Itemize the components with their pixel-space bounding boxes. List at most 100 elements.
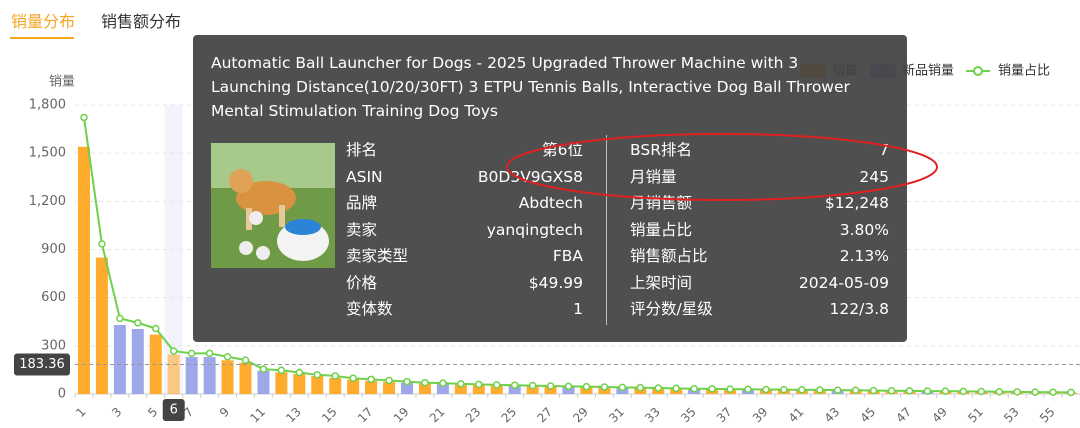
line-point (744, 385, 752, 394)
line-point (780, 385, 788, 394)
pointer-x-label: 6 (170, 403, 178, 418)
tooltip-key: ASIN (346, 167, 383, 186)
x-tick-label: 53 (1001, 405, 1022, 426)
tooltip-value: B0D3V9GXS8 (477, 167, 583, 186)
line-point (421, 378, 429, 387)
tooltip-row: 销售额占比 2.13% (630, 243, 889, 269)
tooltip-row: 上架时间 2024-05-09 (630, 270, 889, 296)
pointer-y-box (14, 353, 70, 376)
bar (221, 360, 234, 394)
x-tick-label: 47 (893, 405, 914, 426)
line-point (1067, 388, 1075, 397)
tab-underline (10, 37, 74, 39)
x-tick-label: 9 (217, 405, 232, 420)
bar (77, 146, 90, 394)
tooltip-row: 卖家类型 FBA (346, 243, 583, 269)
line-point (690, 384, 698, 393)
tooltip-value: 2.13% (839, 247, 889, 265)
tooltip-title: Automatic Ball Launcher for Dogs - 2025 … (211, 54, 850, 120)
line-point (205, 349, 214, 358)
x-tick-label: 51 (965, 405, 986, 426)
y-tick-label: 1,200 (29, 194, 66, 209)
bar (347, 379, 360, 394)
tooltip-key: BSR排名 (630, 141, 692, 159)
bar (562, 386, 575, 394)
line-point (187, 349, 196, 358)
tooltip-row: BSR排名 7 (630, 137, 889, 163)
product-image (211, 143, 335, 268)
bar (508, 385, 521, 394)
tooltip-row: 卖家 yanqingtech (346, 217, 583, 243)
line-point (510, 381, 519, 389)
tooltip-key: 月销售额 (630, 194, 693, 212)
tooltip-key: 卖家类型 (346, 247, 409, 265)
tooltip-key: 变体数 (346, 300, 393, 318)
x-tick-label: 45 (858, 405, 879, 426)
line-point (331, 372, 339, 380)
x-tick-label: 43 (822, 405, 843, 426)
divider (606, 135, 607, 325)
line-point (313, 371, 322, 379)
x-tick-label: 31 (606, 405, 627, 426)
x-tick-label: 39 (750, 405, 771, 426)
bar (203, 357, 216, 394)
line-point (600, 383, 609, 391)
tooltip-value: $12,248 (824, 194, 889, 212)
x-tick-label: 15 (319, 405, 340, 426)
line-point (457, 380, 465, 388)
line-point (833, 386, 842, 394)
pointer-x-box (162, 399, 185, 421)
line-point (798, 386, 806, 394)
y-tick-label: 0 (58, 387, 66, 402)
line-point (403, 377, 411, 386)
bar (131, 328, 144, 394)
bar (436, 384, 449, 394)
tab[interactable]: 销售额分布 (101, 12, 182, 31)
y-tick-label: 900 (41, 242, 66, 257)
tooltip: Automatic Ball Launcher for Dogs - 2025 … (193, 35, 907, 342)
x-tick-label: 49 (929, 405, 950, 426)
x-tick-label: 55 (1037, 405, 1058, 426)
legend-point (973, 66, 984, 76)
line-point (1049, 388, 1057, 396)
tab-active[interactable]: 销量分布 (11, 12, 76, 31)
line-point (475, 380, 483, 389)
tooltip-value: $49.99 (528, 273, 583, 292)
x-tick-label: 35 (678, 405, 699, 426)
legend-label: 新品销量 (902, 63, 954, 79)
tooltip-row: 品牌 Abdtech (346, 190, 583, 216)
bar (275, 372, 288, 394)
line-point (941, 387, 950, 395)
tooltip-key: 卖家 (346, 220, 378, 239)
tooltip-key: 销量占比 (630, 220, 693, 239)
line-point (762, 385, 770, 394)
line-point (169, 347, 178, 355)
bar (329, 377, 342, 394)
y-tick-label: 1,800 (29, 98, 66, 113)
x-tick-label: 37 (714, 405, 735, 426)
x-tick-label: 29 (570, 405, 591, 426)
x-tick-label: 41 (786, 405, 807, 426)
line-point (1013, 388, 1021, 396)
tooltip-value: 245 (859, 167, 889, 186)
x-tick-label: 13 (283, 405, 304, 426)
bar (454, 384, 467, 394)
x-tick-label: 33 (642, 405, 663, 426)
y-tick-label: 300 (41, 338, 66, 353)
x-tick-label: 21 (427, 405, 448, 426)
line-point (152, 324, 160, 333)
bar (311, 376, 324, 394)
line-point (726, 385, 734, 393)
bar (526, 386, 539, 394)
tooltip-value: 第6位 (542, 141, 583, 159)
line-point (995, 387, 1003, 396)
line-point (959, 387, 968, 396)
tooltip-value: yanqingtech (486, 220, 583, 239)
bar (167, 354, 180, 394)
tooltip-value: 1 (573, 300, 583, 318)
line-point (636, 383, 645, 392)
bar (257, 370, 270, 394)
tooltip-row: 价格 $49.99 (346, 270, 583, 296)
